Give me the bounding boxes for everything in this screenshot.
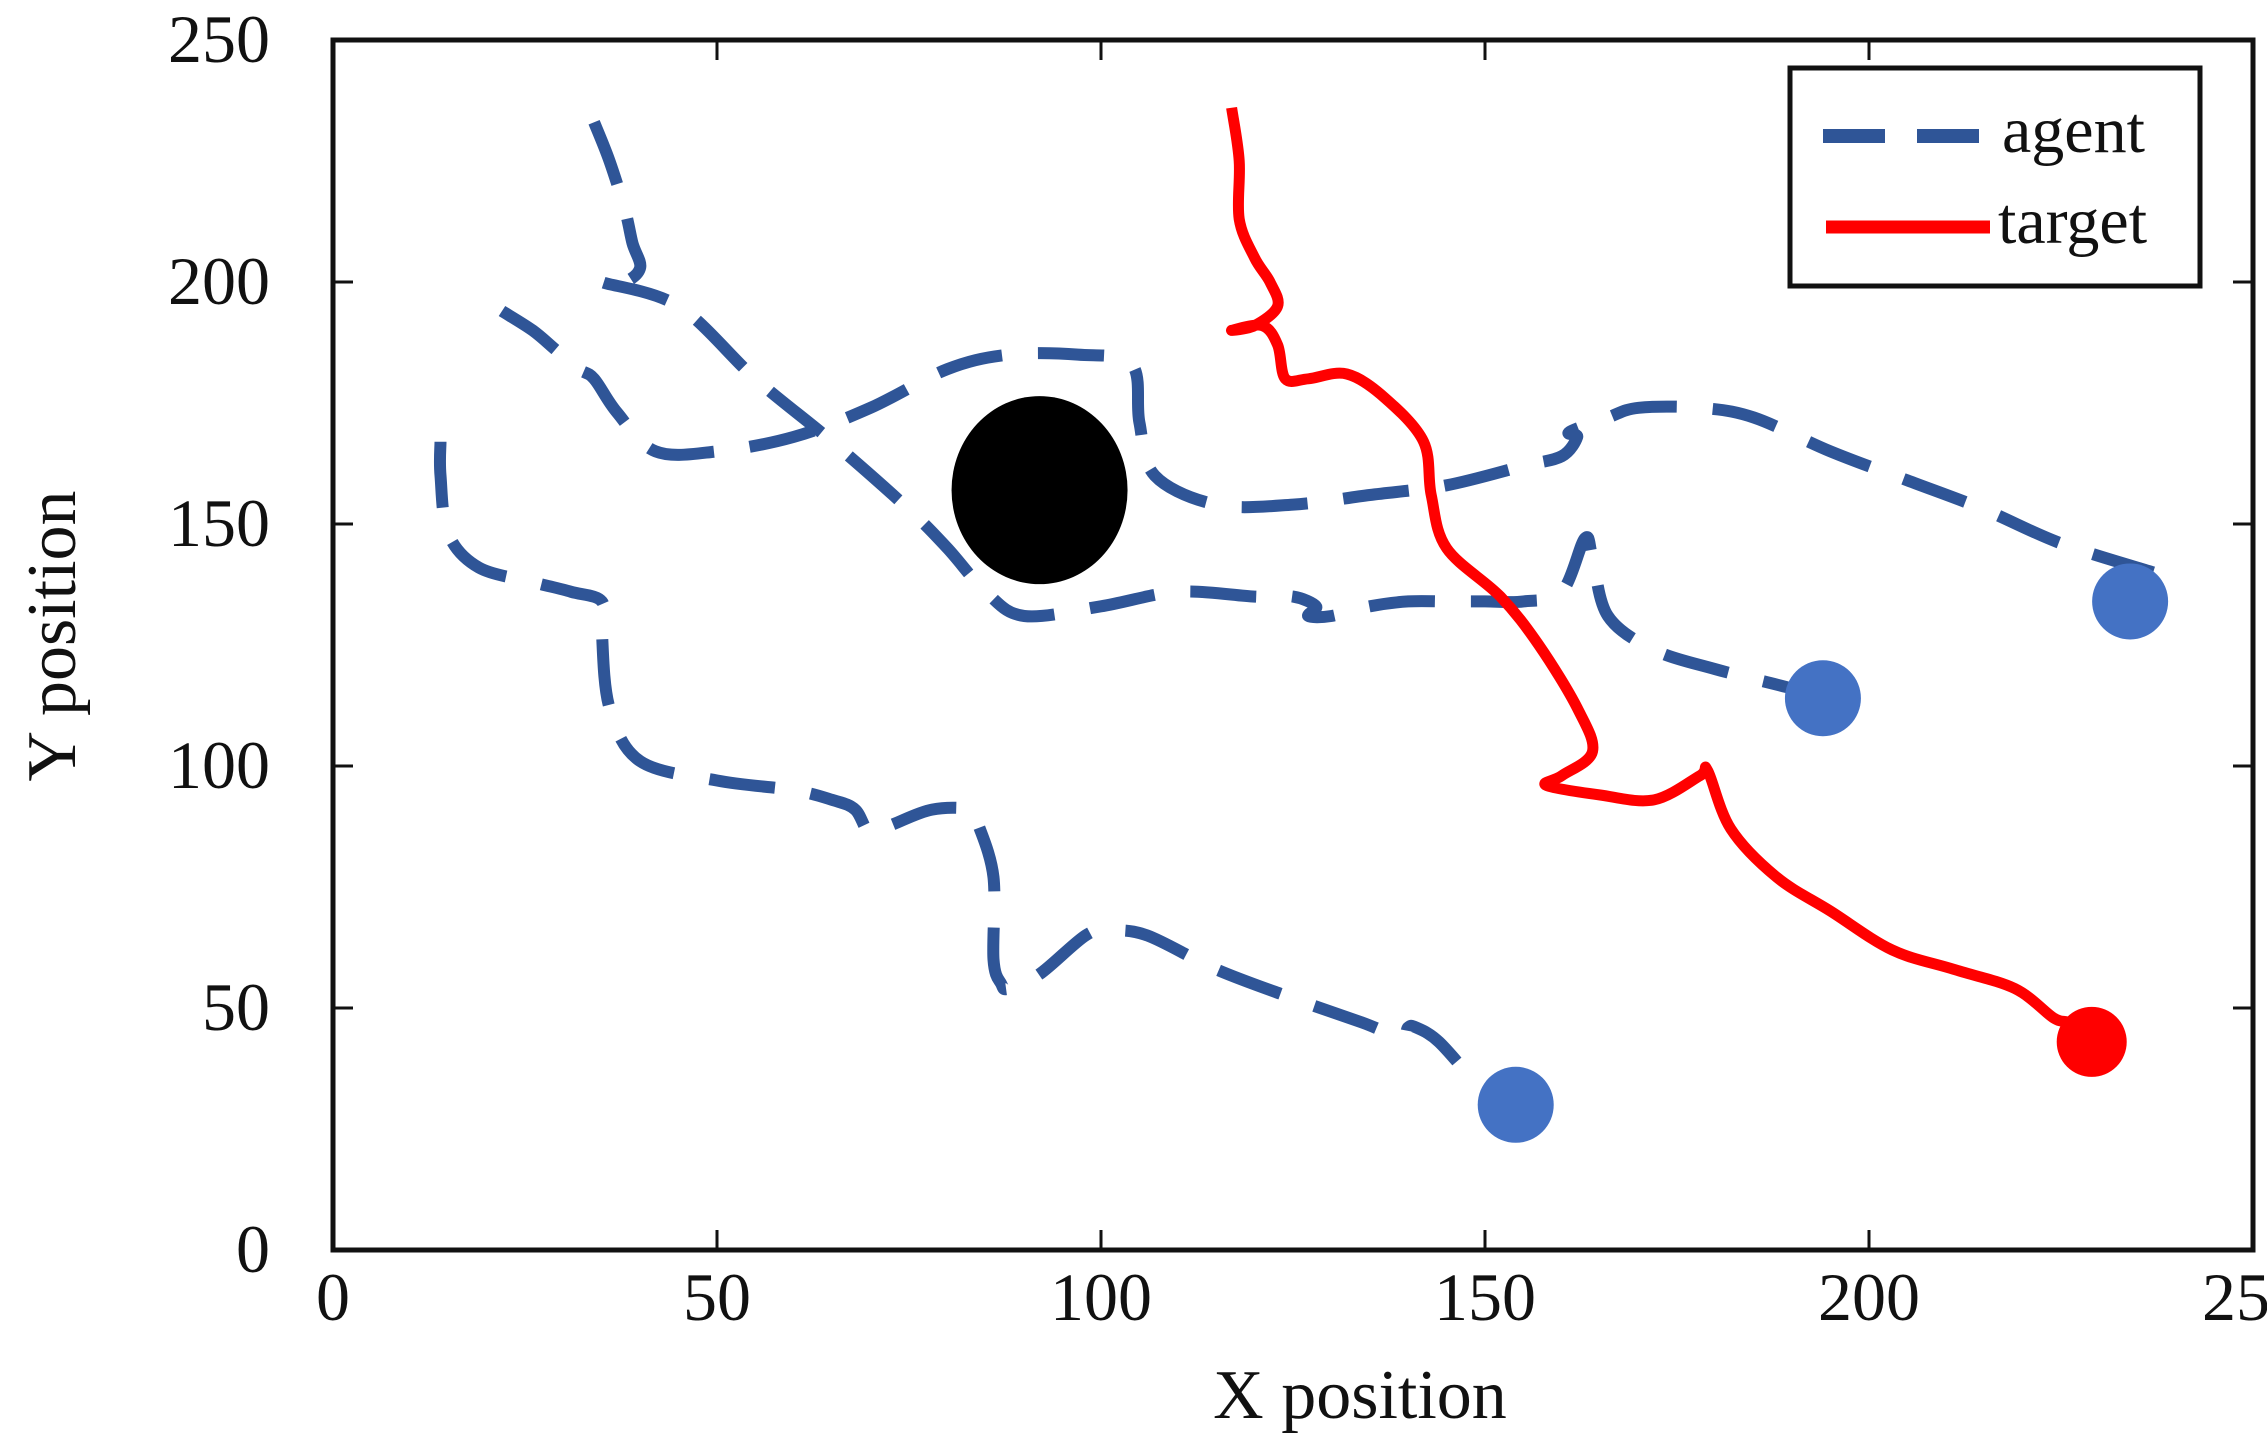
x-axis-label: X position [1213,1357,1507,1434]
target-end-marker-1 [2056,1006,2127,1077]
x-tick-label-0: 0 [316,1259,350,1335]
x-tick-label-100: 100 [1050,1259,1152,1335]
legend-label-target: target [1998,185,2147,258]
y-tick-label-250: 250 [168,1,270,77]
x-tick-label-150: 150 [1434,1259,1536,1335]
legend: agent target [1787,65,2203,289]
target-trajectory-1 [1226,106,2088,1037]
y-tick-label-50: 50 [202,969,270,1045]
obstacle-marker-1 [951,396,1128,585]
y-axis-label: Y position [14,490,91,781]
x-tick-label-50: 50 [683,1259,751,1335]
agent-end-marker-3 [2092,563,2169,640]
x-tick-label-250: 250 [2202,1259,2267,1335]
y-tick-label-0: 0 [236,1211,270,1287]
trajectories-layer [433,106,2155,1090]
y-tick-label-100: 100 [168,727,270,803]
x-tick-label-200: 200 [1818,1259,1920,1335]
legend-box [1787,65,2203,289]
agent-trajectory-3 [433,441,1482,1090]
y-tick-label-200: 200 [168,243,270,319]
agent-end-marker-1 [1477,1066,1554,1143]
markers-layer [951,396,2169,1143]
agent-trajectory-2 [498,305,2155,579]
legend-label-agent: agent [2002,94,2145,167]
axes-layer: 0 50 100 150 200 250 0 50 100 150 200 250 [168,1,2267,1335]
agent-end-marker-2 [1784,660,1861,737]
y-tick-label-150: 150 [168,485,270,561]
agent-trajectory-1 [588,120,1841,709]
plot-frame [330,37,2256,1253]
